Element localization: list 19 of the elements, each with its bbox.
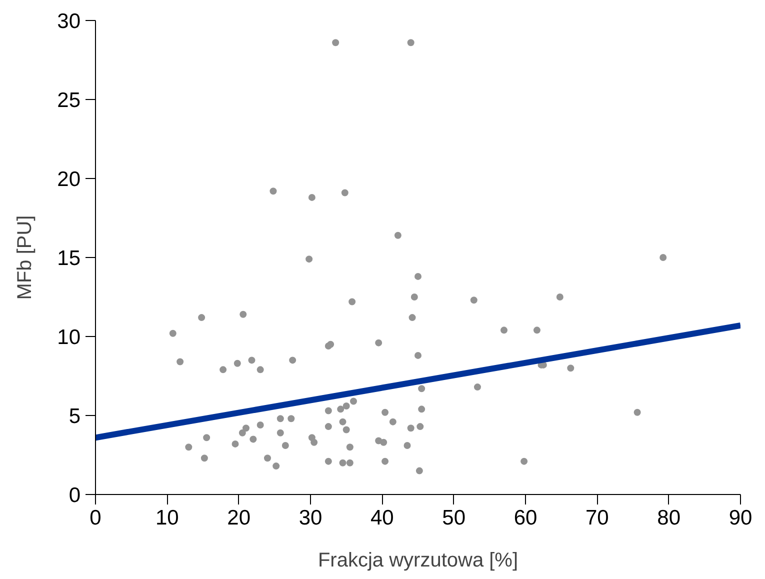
x-tick-label: 30	[298, 506, 322, 530]
x-tick-label: 60	[514, 506, 538, 530]
x-tick-label: 90	[728, 506, 752, 530]
y-axis-title: MFb [PU]	[14, 215, 36, 300]
y-tick-label: 30	[57, 10, 80, 33]
y-tick-label: 15	[57, 247, 80, 270]
y-tick-label: 20	[57, 168, 80, 191]
y-tick-label: 25	[57, 89, 80, 112]
x-tick-label: 20	[227, 506, 251, 530]
x-tick-label: 80	[657, 506, 681, 530]
x-tick-label: 50	[442, 506, 466, 530]
x-tick-label: 10	[155, 506, 179, 530]
y-tick-label: 5	[68, 405, 81, 428]
x-tick-label: 0	[90, 506, 102, 530]
y-tick-label: 10	[57, 326, 80, 349]
y-tick-label: 0	[68, 484, 81, 507]
x-tick-label: 40	[370, 506, 394, 530]
x-tick-label: 70	[585, 506, 609, 530]
x-axis-title: Frakcja wyrzutowa [%]	[318, 550, 518, 572]
